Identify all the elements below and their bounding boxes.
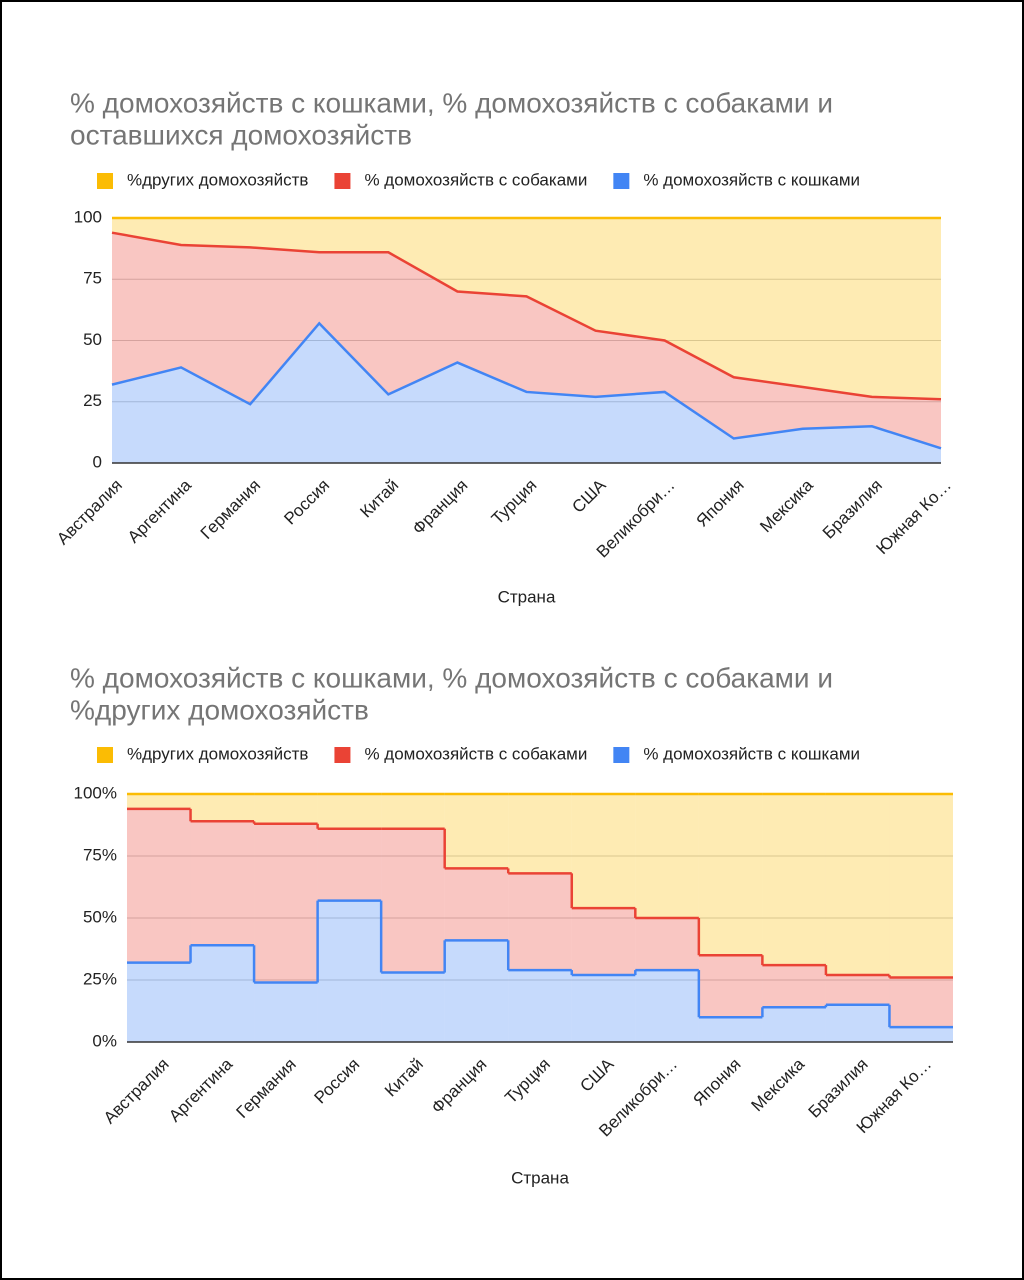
y-tick-label: 50% <box>83 907 117 926</box>
area-step-fill <box>381 972 445 1042</box>
area-step-fill <box>825 794 890 976</box>
legend-label: % домохозяйств с собаками <box>364 170 587 189</box>
y-tick-label: 75% <box>83 845 117 864</box>
legend-swatch <box>334 173 351 189</box>
y-tick-label: 25% <box>83 969 117 988</box>
series-line <box>111 231 942 401</box>
area-step-fill <box>444 940 509 1042</box>
area-step-fill <box>571 908 636 976</box>
area-step-fill <box>254 982 318 1042</box>
y-tick-label: 25 <box>83 391 102 410</box>
area-step-fill <box>825 1004 890 1042</box>
area-fill <box>112 232 941 449</box>
area-step-fill <box>190 821 255 946</box>
area-step-fill <box>698 955 763 1018</box>
area-step-fill <box>635 918 699 971</box>
y-tick-label: 100 <box>74 207 102 226</box>
area-step-fill <box>571 794 636 909</box>
legend-label: %других домохозяйств <box>127 170 308 189</box>
area-step-fill <box>190 945 255 1042</box>
area-step-fill <box>825 975 890 1005</box>
area-fill <box>112 218 941 400</box>
chart-title: % домохозяйств с кошками, % домохозяйств… <box>70 662 833 693</box>
area-step-fill <box>317 794 382 829</box>
area-step-fill <box>571 975 636 1042</box>
area-step-fill <box>762 1007 826 1042</box>
legend-label: %других домохозяйств <box>127 744 308 763</box>
area-step-fill <box>317 828 382 901</box>
area-step-fill <box>698 1017 763 1042</box>
chart-title: %других домохозяйств <box>70 694 369 725</box>
area-step-fill <box>635 794 699 918</box>
area-step-fill <box>254 794 318 824</box>
area-step-fill <box>889 794 953 978</box>
area-step-fill <box>190 794 255 822</box>
area-step-fill <box>254 823 318 983</box>
area-step-fill <box>508 873 572 971</box>
y-tick-label: 0 <box>93 452 102 471</box>
area-step-fill <box>762 794 826 966</box>
y-tick-label: 75 <box>83 269 102 288</box>
area-step-fill <box>698 794 763 956</box>
legend-swatch <box>97 747 113 763</box>
legend-label: % домохозяйств с собаками <box>364 744 587 763</box>
area-step-fill <box>508 970 572 1042</box>
legend-label: % домохозяйств с кошками <box>643 744 860 763</box>
area-step-fill <box>508 794 572 874</box>
area-step-fill <box>889 977 953 1028</box>
x-axis-label: Страна <box>511 1168 569 1187</box>
legend-swatch <box>334 747 351 763</box>
area-step-fill <box>317 900 382 1042</box>
legend-label: % домохозяйств с кошками <box>643 170 860 189</box>
y-tick-label: 0% <box>92 1031 117 1050</box>
legend-swatch <box>613 747 630 763</box>
y-tick-label: 100% <box>74 783 117 802</box>
area-step-fill <box>444 868 509 941</box>
area-step-fill <box>381 794 445 829</box>
area-step-fill <box>381 828 445 973</box>
area-step-fill <box>127 808 191 963</box>
area-step-fill <box>635 970 699 1042</box>
area-step-fill <box>444 794 509 869</box>
area-step-fill <box>127 794 191 809</box>
legend-swatch <box>613 173 630 189</box>
legend-swatch <box>97 173 113 189</box>
chart-title: оставшихся домохозяйств <box>70 119 412 150</box>
chart-title: % домохозяйств с кошками, % домохозяйств… <box>70 87 833 118</box>
area-step-fill <box>889 1027 953 1042</box>
y-tick-label: 50 <box>83 330 102 349</box>
area-step-fill <box>762 965 826 1008</box>
area-step-fill <box>127 962 191 1042</box>
x-axis-label: Страна <box>498 587 556 606</box>
series-line <box>111 321 942 450</box>
